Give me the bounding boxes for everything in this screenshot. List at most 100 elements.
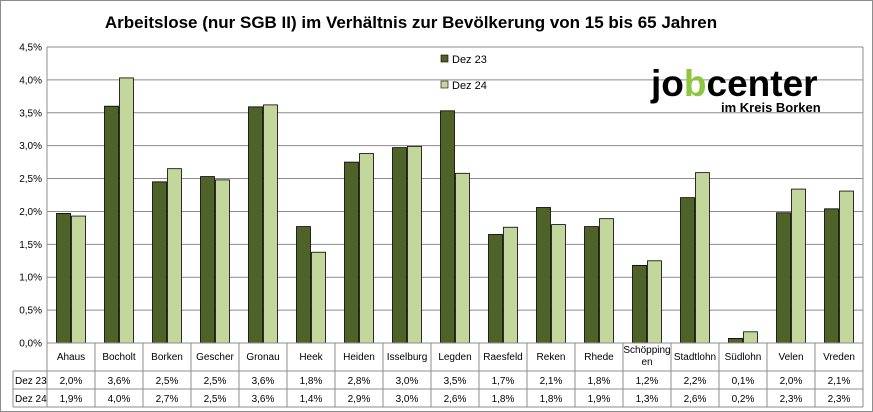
bar [392, 147, 407, 344]
data-table-series-label: Dez 23 [15, 376, 47, 387]
bar [743, 331, 758, 344]
jobcenter-logo: jobcenter im Kreis Borken [650, 63, 821, 115]
bar [647, 260, 662, 344]
y-tick-label: 2,0% [19, 207, 42, 218]
data-table-value: 2,6% [684, 394, 707, 405]
category-label: Stadtlohn [674, 352, 716, 363]
data-table-value: 1,4% [300, 394, 323, 405]
data-table-value: 1,8% [540, 394, 563, 405]
y-tick-label: 1,0% [19, 273, 42, 284]
bar [536, 207, 551, 344]
y-tick-label: 3,5% [19, 108, 42, 119]
bar [296, 226, 311, 344]
category-label: Rhede [584, 352, 614, 363]
data-table-value: 1,3% [636, 394, 659, 405]
bar [824, 208, 839, 344]
data-table-value: 0,1% [732, 376, 755, 387]
y-tick-label: 4,5% [19, 43, 42, 54]
bar [119, 77, 134, 344]
bar [632, 264, 647, 344]
y-tick-label: 3,0% [19, 141, 42, 152]
bar [839, 190, 854, 344]
data-table-value: 2,5% [204, 394, 227, 405]
bar [680, 197, 695, 344]
legend-swatch [440, 54, 449, 63]
data-table-value: 3,0% [396, 394, 419, 405]
category-label: Gescher [196, 352, 234, 363]
data-table-series-label: Dez 24 [15, 394, 47, 405]
data-table-value: 2,3% [828, 394, 851, 405]
category-label: Vreden [823, 352, 855, 363]
bar [584, 226, 599, 344]
bar [695, 172, 710, 344]
y-tick-label: 2,5% [19, 174, 42, 185]
data-table: Ahaus 2,0% 1,9% Bocholt 3,6% 4,0% Borken 2,5% 2,… [12, 342, 864, 408]
data-table-value: 3,6% [252, 376, 275, 387]
category-label: Heek [299, 352, 323, 363]
category-label: Bocholt [102, 352, 136, 363]
data-table-value: 2,9% [348, 394, 371, 405]
data-table-value: 3,6% [252, 394, 275, 405]
bar [455, 172, 470, 344]
logo-wordmark: jobcenter [650, 63, 818, 104]
data-table-value: 3,0% [396, 376, 419, 387]
category-label: Heiden [343, 352, 375, 363]
data-table-value: 1,9% [60, 394, 83, 405]
bar [503, 226, 518, 344]
bar [599, 218, 614, 344]
bar [248, 106, 263, 344]
data-table-value: 2,5% [156, 376, 179, 387]
bar [167, 168, 182, 344]
data-table-value: 1,7% [492, 376, 515, 387]
bar [359, 153, 374, 344]
logo-text-start: jo [650, 63, 684, 104]
logo-subtitle: im Kreis Borken [721, 100, 821, 115]
data-table-value: 2,3% [780, 394, 803, 405]
y-tick-label: 0,5% [19, 306, 42, 317]
y-tick-label: 1,5% [19, 240, 42, 251]
bar [311, 251, 326, 344]
data-table-value: 2,1% [540, 376, 563, 387]
bars [56, 77, 854, 344]
category-label: Schöpping en [623, 345, 670, 368]
data-table-value: 4,0% [108, 394, 131, 405]
data-table-value: 2,5% [204, 376, 227, 387]
logo-text-end: center [707, 63, 818, 104]
data-table-value: 3,5% [444, 376, 467, 387]
bar [407, 145, 422, 344]
data-table-value: 1,9% [588, 394, 611, 405]
bar [263, 104, 278, 344]
bar [344, 161, 359, 344]
bar [215, 179, 230, 344]
bar [104, 105, 119, 344]
data-table-value: 1,8% [492, 394, 515, 405]
data-table-value: 2,6% [444, 394, 467, 405]
category-label: Borken [151, 352, 183, 363]
y-axis-ticks: 0,0% 0,5% 1,0% 1,5% 2,0% 2,5% 3,0% 3,5% 4,0% 4,5% [19, 43, 42, 350]
category-label: Velen [778, 352, 803, 363]
legend-label: Dez 23 [452, 54, 487, 66]
category-label: Reken [537, 352, 566, 363]
category-label: Südlohn [725, 352, 762, 363]
data-table-value: 2,0% [60, 376, 83, 387]
bar [152, 181, 167, 344]
legend-swatch [440, 80, 449, 89]
category-label: Raesfeld [483, 352, 522, 363]
data-table-value: 1,2% [636, 376, 659, 387]
legend-label: Dez 24 [452, 80, 487, 92]
logo-glyph: b [684, 63, 707, 104]
bar [551, 224, 566, 344]
bar [776, 212, 791, 344]
bar [488, 234, 503, 344]
bar [200, 176, 215, 344]
legend: Dez 23 Dez 24 [440, 54, 487, 92]
data-table-value: 2,0% [780, 376, 803, 387]
data-table-value: 2,1% [828, 376, 851, 387]
data-table-value: 2,2% [684, 376, 707, 387]
bar [791, 188, 806, 344]
data-table-value: 2,8% [348, 376, 371, 387]
data-table-value: 1,8% [588, 376, 611, 387]
category-label: Isselburg [387, 352, 428, 363]
bar [440, 110, 455, 344]
